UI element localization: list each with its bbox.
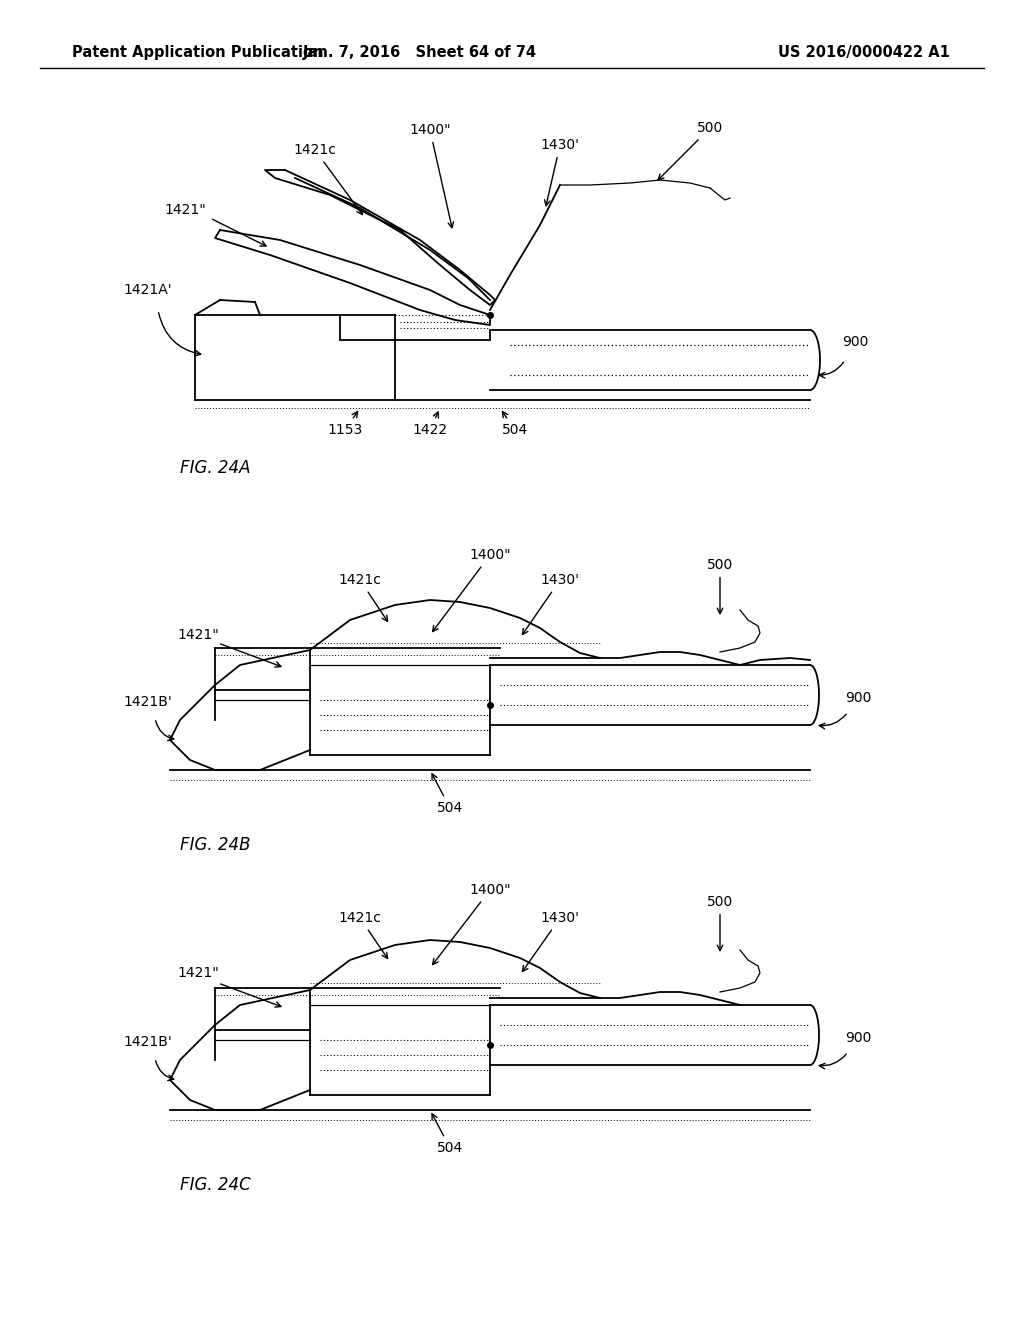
Text: FIG. 24A: FIG. 24A bbox=[180, 459, 250, 477]
Text: 1421B': 1421B' bbox=[124, 1035, 172, 1049]
Text: 1421A': 1421A' bbox=[124, 282, 172, 297]
Text: 1421c: 1421c bbox=[339, 573, 388, 622]
Text: Jan. 7, 2016   Sheet 64 of 74: Jan. 7, 2016 Sheet 64 of 74 bbox=[303, 45, 537, 59]
Text: 1430': 1430' bbox=[522, 911, 580, 972]
Text: 1421": 1421" bbox=[177, 628, 219, 642]
Text: 900: 900 bbox=[842, 335, 868, 348]
Text: 504: 504 bbox=[432, 1114, 463, 1155]
Text: US 2016/0000422 A1: US 2016/0000422 A1 bbox=[778, 45, 950, 59]
Text: FIG. 24C: FIG. 24C bbox=[179, 1176, 251, 1195]
Text: 1422: 1422 bbox=[413, 412, 447, 437]
Text: 900: 900 bbox=[845, 1031, 871, 1045]
Text: 1400": 1400" bbox=[432, 548, 511, 631]
Text: 1421": 1421" bbox=[177, 966, 219, 979]
Text: 1153: 1153 bbox=[328, 412, 362, 437]
Text: 1421c: 1421c bbox=[294, 143, 362, 215]
Text: 500: 500 bbox=[658, 121, 723, 180]
Text: 1400": 1400" bbox=[410, 123, 454, 228]
Text: 1430': 1430' bbox=[522, 573, 580, 635]
Text: 1430': 1430' bbox=[541, 139, 580, 206]
Text: 1400": 1400" bbox=[433, 883, 511, 965]
Text: 1421": 1421" bbox=[164, 203, 206, 216]
Text: 1421B': 1421B' bbox=[124, 696, 172, 709]
Text: 500: 500 bbox=[707, 558, 733, 614]
Text: Patent Application Publication: Patent Application Publication bbox=[72, 45, 324, 59]
Text: 1421c: 1421c bbox=[339, 911, 387, 958]
Text: 504: 504 bbox=[502, 412, 528, 437]
Text: 900: 900 bbox=[845, 690, 871, 705]
Text: 504: 504 bbox=[432, 774, 463, 814]
Text: FIG. 24B: FIG. 24B bbox=[180, 836, 250, 854]
Text: 500: 500 bbox=[707, 895, 733, 950]
